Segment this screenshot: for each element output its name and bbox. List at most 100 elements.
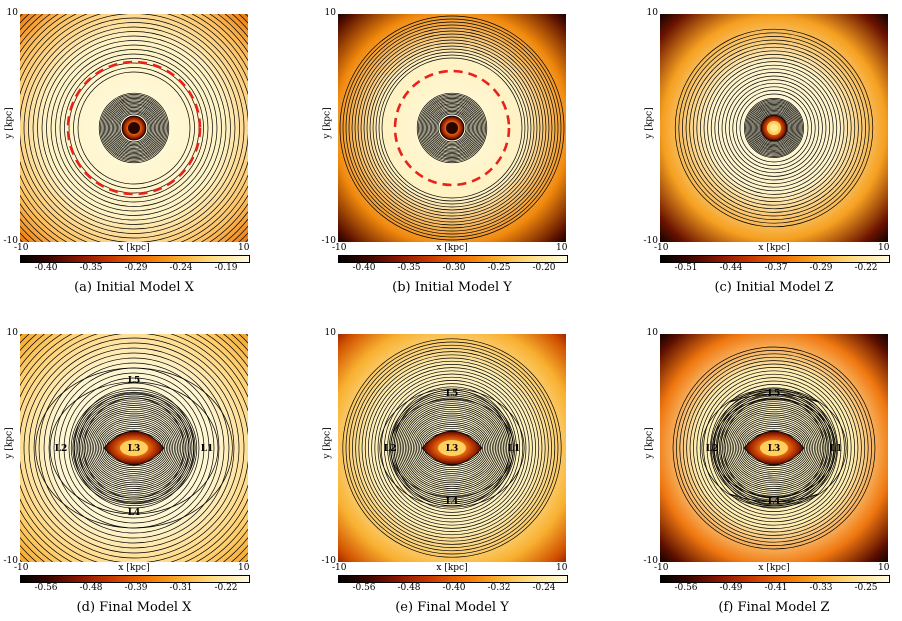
colorbar-tick: -0.25 bbox=[487, 263, 511, 273]
colorbar-tick: -0.40 bbox=[34, 263, 58, 273]
potential-map-svg bbox=[660, 14, 888, 242]
colorbar-tick: -0.22 bbox=[214, 583, 238, 593]
colorbar-tick: -0.44 bbox=[719, 263, 743, 273]
colorbar bbox=[20, 575, 250, 583]
x-axis-label: x [kpc] bbox=[118, 243, 150, 253]
potential-map-svg bbox=[338, 14, 566, 242]
colorbar-tick: -0.39 bbox=[124, 583, 148, 593]
colorbar-tick: -0.37 bbox=[764, 263, 788, 273]
colorbar-tick: -0.22 bbox=[854, 263, 878, 273]
x-min-tick: -10 bbox=[654, 243, 669, 253]
x-max-tick: 10 bbox=[238, 563, 250, 573]
lagrange-label-l2: L2 bbox=[384, 444, 397, 454]
colorbar-tick: -0.56 bbox=[34, 583, 58, 593]
lagrange-label-l3: L3 bbox=[128, 444, 141, 454]
lagrange-label-l5: L5 bbox=[128, 376, 141, 386]
panel-a: 10 -10 y [kpc] -10 10 x [kpc] -0.40 -0.35 -0.29 -… bbox=[0, 0, 280, 300]
x-min-tick: -10 bbox=[14, 563, 29, 573]
lagrange-label-l4: L4 bbox=[446, 497, 459, 507]
y-min-tick: -10 bbox=[3, 236, 19, 246]
x-axis-label: x [kpc] bbox=[436, 563, 468, 573]
colorbar-tick: -0.40 bbox=[442, 583, 466, 593]
lagrange-label-l1: L1 bbox=[830, 444, 843, 454]
panel-caption: (a) Initial Model X bbox=[74, 280, 194, 295]
contour-lines bbox=[20, 14, 248, 242]
potential-map-svg: L3 L1 L2 L5 L4 bbox=[20, 334, 248, 562]
potential-map bbox=[660, 14, 888, 242]
y-max-tick: 10 bbox=[6, 8, 18, 18]
x-axis-label: x [kpc] bbox=[758, 563, 790, 573]
potential-map-svg: L3 L1 L2 L5 L4 bbox=[660, 334, 888, 562]
y-max-tick: 10 bbox=[324, 328, 336, 338]
lagrange-label-l1: L1 bbox=[508, 444, 521, 454]
lagrange-label-l4: L4 bbox=[768, 497, 781, 507]
colorbar bbox=[660, 255, 890, 263]
panel-caption: (c) Initial Model Z bbox=[714, 280, 834, 295]
colorbar bbox=[660, 575, 890, 583]
colorbar-tick: -0.30 bbox=[442, 263, 466, 273]
y-axis-label: y [kpc] bbox=[4, 427, 15, 459]
y-axis-label: y [kpc] bbox=[4, 107, 15, 139]
potential-map-svg bbox=[20, 14, 248, 242]
potential-map: L3 L1 L2 L5 L4 bbox=[660, 334, 888, 562]
y-max-tick: 10 bbox=[6, 328, 18, 338]
colorbar-tick: -0.56 bbox=[352, 583, 376, 593]
corotation-dashed-ring bbox=[393, 69, 511, 187]
colorbar-tick: -0.56 bbox=[674, 583, 698, 593]
colorbar-tick: -0.48 bbox=[79, 583, 103, 593]
y-min-tick: -10 bbox=[643, 556, 659, 566]
colorbar-tick: -0.41 bbox=[764, 583, 788, 593]
y-min-tick: -10 bbox=[3, 556, 19, 566]
panel-caption: (e) Final Model Y bbox=[395, 600, 509, 615]
y-axis-label: y [kpc] bbox=[322, 107, 333, 139]
panel-e: 10 -10 y [kpc] -10 10 x [kpc] L3 L1 L2 L5 L4 -0.56 -… bbox=[318, 320, 598, 620]
corotation-dashed-ring bbox=[66, 60, 202, 196]
y-min-tick: -10 bbox=[321, 236, 337, 246]
colorbar-tick: -0.19 bbox=[214, 263, 238, 273]
lagrange-label-l2: L2 bbox=[55, 444, 68, 454]
panel-f: 10 -10 y [kpc] -10 10 x [kpc] L3 L1 L2 L5 L4 -0.56 -… bbox=[640, 320, 902, 620]
colorbar-tick: -0.51 bbox=[674, 263, 698, 273]
panel-caption: (f) Final Model Z bbox=[718, 600, 830, 615]
y-max-tick: 10 bbox=[324, 8, 336, 18]
potential-map-svg: L3 L1 L2 L5 L4 bbox=[338, 334, 566, 562]
contour-lines bbox=[672, 346, 876, 550]
x-min-tick: -10 bbox=[332, 563, 347, 573]
potential-map: L3 L1 L2 L5 L4 bbox=[20, 334, 248, 562]
lagrange-label-l2: L2 bbox=[706, 444, 719, 454]
x-min-tick: -10 bbox=[332, 243, 347, 253]
x-axis-label: x [kpc] bbox=[758, 243, 790, 253]
x-max-tick: 10 bbox=[238, 243, 250, 253]
colorbar-tick: -0.49 bbox=[719, 583, 743, 593]
colorbar-tick: -0.35 bbox=[397, 263, 421, 273]
x-max-tick: 10 bbox=[556, 563, 568, 573]
x-max-tick: 10 bbox=[556, 243, 568, 253]
potential-map bbox=[20, 14, 248, 242]
x-max-tick: 10 bbox=[878, 243, 890, 253]
potential-map: L3 L1 L2 L5 L4 bbox=[338, 334, 566, 562]
colorbar-tick: -0.33 bbox=[809, 583, 833, 593]
contour-lines bbox=[342, 338, 562, 558]
colorbar-tick: -0.24 bbox=[532, 583, 556, 593]
y-max-tick: 10 bbox=[646, 8, 658, 18]
y-max-tick: 10 bbox=[646, 328, 658, 338]
lagrange-label-l3: L3 bbox=[768, 444, 781, 454]
colorbar-tick: -0.29 bbox=[809, 263, 833, 273]
x-max-tick: 10 bbox=[878, 563, 890, 573]
contour-lines bbox=[339, 15, 565, 241]
colorbar-tick: -0.32 bbox=[487, 583, 511, 593]
y-axis-label: y [kpc] bbox=[644, 107, 655, 139]
lagrange-label-l4: L4 bbox=[128, 508, 141, 518]
lagrange-label-l3: L3 bbox=[446, 444, 459, 454]
y-axis-label: y [kpc] bbox=[644, 427, 655, 459]
panel-caption: (b) Initial Model Y bbox=[392, 280, 512, 295]
colorbar-tick: -0.25 bbox=[854, 583, 878, 593]
y-min-tick: -10 bbox=[321, 556, 337, 566]
colorbar-tick: -0.20 bbox=[532, 263, 556, 273]
colorbar-tick: -0.24 bbox=[169, 263, 193, 273]
core-center bbox=[128, 122, 140, 134]
colorbar-tick: -0.31 bbox=[169, 583, 193, 593]
x-min-tick: -10 bbox=[14, 243, 29, 253]
colorbar bbox=[338, 575, 568, 583]
colorbar bbox=[338, 255, 568, 263]
